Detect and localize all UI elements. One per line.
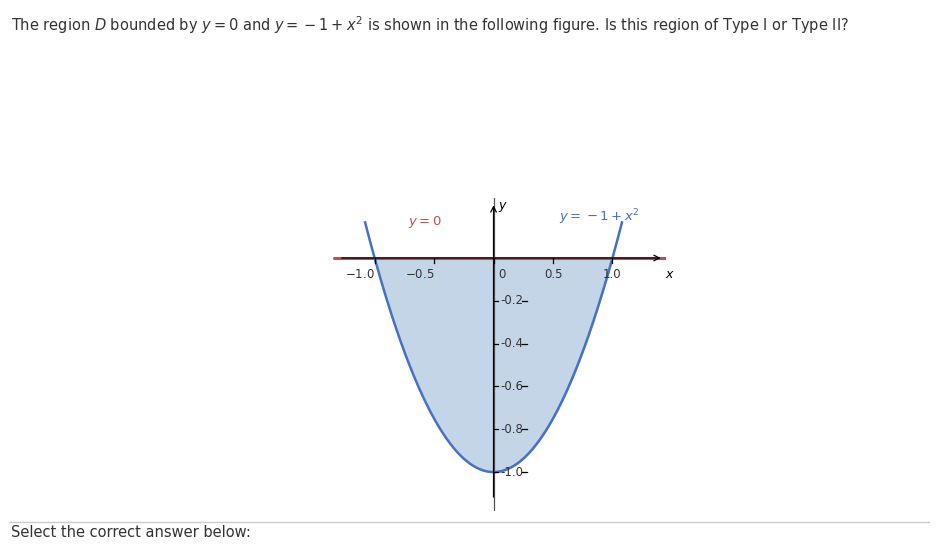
Text: 1.0: 1.0 [603,268,622,281]
Text: $y = -1 + x^2$: $y = -1 + x^2$ [559,208,640,227]
Text: -1.0: -1.0 [501,465,523,479]
Text: Select the correct answer below:: Select the correct answer below: [11,525,251,540]
Text: 0: 0 [498,268,506,281]
Text: -0.4: -0.4 [501,337,523,350]
Text: -0.8: -0.8 [501,423,523,436]
Text: $-1.0$: $-1.0$ [345,268,374,281]
Text: $y$: $y$ [498,200,508,214]
Text: 0.5: 0.5 [544,268,562,281]
Text: $y = 0$: $y = 0$ [408,214,442,230]
Text: -0.2: -0.2 [501,294,523,307]
Text: $x$: $x$ [665,268,674,281]
Text: $-0.5$: $-0.5$ [404,268,434,281]
Text: -0.6: -0.6 [501,380,523,393]
Text: The region $D$ bounded by $y = 0$ and $y = -1 + x^2$ is shown in the following f: The region $D$ bounded by $y = 0$ and $y… [11,14,849,36]
